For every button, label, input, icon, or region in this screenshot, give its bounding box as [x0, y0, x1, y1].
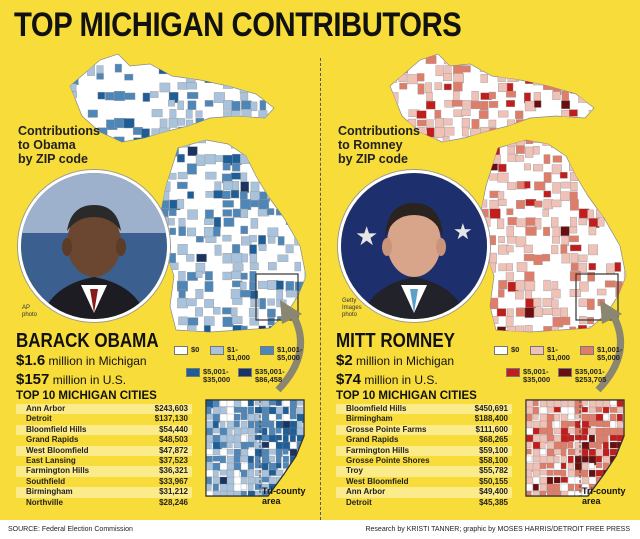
table-row: Bloomfield Hills $450,691 [336, 404, 512, 415]
romney-contrib-heading: Contributions to Romney by ZIP code [338, 124, 420, 166]
obama-us-total: $157 million in U.S. [16, 371, 127, 388]
obama-tri-county-inset [205, 399, 305, 497]
svg-text:★: ★ [355, 222, 378, 252]
table-row: Grand Rapids $48,503 [26, 435, 188, 445]
legend-swatch [494, 346, 508, 355]
romney-panel: Contributions to Romney by ZIP code ★ ★ … [320, 0, 640, 520]
legend-item: $1- $1,000 [530, 346, 570, 362]
table-row: Ann Arbor $49,400 [336, 487, 512, 498]
table-row: East Lansing $37,523 [26, 455, 188, 465]
romney-tri-county-inset [525, 399, 625, 497]
legend-item: $0 [494, 346, 519, 355]
romney-cities-table: Bloomfield Hills $450,691 Birmingham $188,… [336, 404, 512, 508]
legend-swatch [530, 346, 544, 355]
table-row: West Bloomfield $50,155 [346, 476, 508, 486]
romney-tri-county-label: Tri-county area [582, 486, 626, 506]
legend-item: $35,001- $253,705 [558, 368, 606, 384]
obama-panel: Contributions to Obama by ZIP code AP ph… [0, 0, 320, 520]
legend-swatch [174, 346, 188, 355]
table-row: Northville $28,246 [26, 497, 188, 507]
legend-swatch [238, 368, 252, 377]
romney-zip-map [389, 53, 627, 333]
table-row: Detroit $137,130 [26, 414, 188, 424]
table-row: Troy $55,782 [336, 466, 512, 477]
obama-photo [18, 170, 170, 322]
svg-text:★: ★ [453, 220, 473, 245]
obama-contrib-heading: Contributions to Obama by ZIP code [18, 124, 100, 166]
romney-photo: ★ ★ [338, 170, 490, 322]
table-row: Grosse Pointe Farms $111,600 [336, 424, 512, 436]
table-row: Birmingham $188,400 [346, 414, 508, 424]
romney-name: MITT ROMNEY [336, 330, 455, 352]
legend-swatch [580, 346, 594, 355]
legend-swatch [186, 368, 200, 377]
romney-tri-county-arrow [595, 300, 625, 393]
romney-michigan-total: $2 million in Michigan [336, 352, 455, 369]
legend-item: $5,001- $35,000 [506, 368, 550, 384]
obama-tri-county-label: Tri-county area [262, 486, 306, 506]
romney-top10-title: TOP 10 MICHIGAN CITIES [336, 390, 477, 402]
table-row: Detroit $45,385 [346, 497, 508, 507]
legend-swatch [210, 346, 224, 355]
obama-tri-county-arrow [275, 300, 305, 393]
table-row: West Bloomfield $47,872 [16, 445, 192, 456]
credits-note: Research by KRISTI TANNER; graphic by MO… [365, 526, 630, 533]
obama-photo-credit: AP photo [22, 305, 38, 318]
romney-us-total: $74 million in U.S. [336, 371, 438, 388]
obama-name: BARACK OBAMA [16, 330, 159, 352]
legend-item: $5,001- $35,000 [186, 368, 230, 384]
panel-divider [320, 58, 321, 520]
legend-swatch [260, 346, 274, 355]
legend-item: $0 [174, 346, 199, 355]
romney-photo-credit: Getty Images photo [342, 298, 362, 318]
footer: SOURCE: Federal Election Commission Rese… [0, 520, 640, 539]
legend-item: $35,001- $86,458 [238, 368, 285, 384]
table-row: Ann Arbor $243,603 [16, 404, 192, 415]
table-row: Southfield $33,967 [26, 476, 188, 486]
obama-top10-title: TOP 10 MICHIGAN CITIES [16, 390, 157, 402]
obama-michigan-total: $1.6 million in Michigan [16, 352, 147, 369]
obama-cities-table: Ann Arbor $243,603 Detroit $137,130 Bloomf… [16, 404, 192, 508]
table-row: Grosse Pointe Shores $58,100 [346, 455, 508, 465]
legend-swatch [506, 368, 520, 377]
page-title: TOP MICHIGAN CONTRIBUTORS [14, 6, 462, 44]
table-row: Bloomfield Hills $54,440 [16, 424, 192, 436]
obama-zip-map [69, 53, 307, 333]
legend-item: $1,001- $5,000 [580, 346, 622, 362]
legend-item: $1- $1,000 [210, 346, 250, 362]
table-row: Birmingham $31,212 [16, 487, 192, 498]
legend-item: $1,001- $5,000 [260, 346, 302, 362]
source-note: SOURCE: Federal Election Commission [8, 526, 133, 533]
legend-swatch [558, 368, 572, 377]
table-row: Farmington Hills $59,100 [336, 445, 512, 456]
table-row: Grand Rapids $68,265 [346, 435, 508, 445]
table-row: Farmington Hills $36,321 [16, 466, 192, 477]
